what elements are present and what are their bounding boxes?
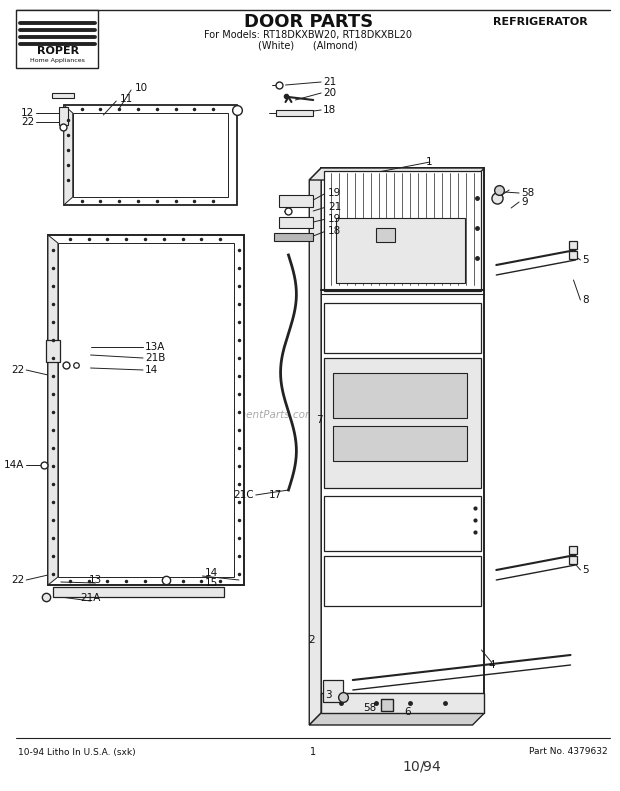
Text: 19: 19 bbox=[328, 188, 341, 198]
Text: 15: 15 bbox=[205, 578, 218, 588]
Text: 6: 6 bbox=[404, 707, 410, 717]
Text: 21B: 21B bbox=[145, 353, 166, 363]
Text: 7: 7 bbox=[316, 415, 323, 425]
Bar bbox=[16, 10, 99, 68]
Polygon shape bbox=[309, 168, 321, 725]
Polygon shape bbox=[52, 93, 74, 98]
Text: 8: 8 bbox=[582, 295, 589, 305]
Text: 10: 10 bbox=[135, 83, 148, 93]
Text: eReplacementParts.com: eReplacementParts.com bbox=[188, 410, 316, 420]
Text: 14: 14 bbox=[145, 365, 158, 375]
Bar bbox=[73, 113, 228, 197]
Text: 1: 1 bbox=[310, 747, 316, 757]
Text: 21: 21 bbox=[323, 77, 337, 87]
Text: 21A: 21A bbox=[81, 593, 100, 603]
Bar bbox=[321, 168, 484, 713]
Bar bbox=[53, 587, 224, 597]
Text: ROPER: ROPER bbox=[37, 46, 79, 56]
Bar bbox=[324, 171, 482, 291]
Polygon shape bbox=[278, 217, 313, 228]
Text: 18: 18 bbox=[328, 226, 341, 236]
Text: 22: 22 bbox=[21, 117, 34, 127]
Text: 20: 20 bbox=[323, 88, 336, 98]
Text: 3: 3 bbox=[325, 690, 331, 700]
Text: (White)      (Almond): (White) (Almond) bbox=[259, 40, 358, 50]
Text: 19: 19 bbox=[328, 214, 341, 224]
Text: 22: 22 bbox=[11, 575, 24, 585]
Bar bbox=[64, 105, 237, 205]
Text: DOOR PARTS: DOOR PARTS bbox=[244, 13, 373, 31]
Text: 2: 2 bbox=[309, 635, 315, 645]
Bar bbox=[324, 358, 482, 488]
Text: Part No. 4379632: Part No. 4379632 bbox=[529, 747, 608, 756]
Text: 11: 11 bbox=[120, 94, 133, 104]
Text: 58: 58 bbox=[363, 703, 376, 713]
Text: 21: 21 bbox=[328, 202, 341, 212]
Text: 5: 5 bbox=[582, 565, 589, 575]
Bar bbox=[324, 556, 482, 606]
Text: 17: 17 bbox=[268, 490, 282, 500]
Bar bbox=[321, 693, 484, 713]
Bar bbox=[336, 218, 464, 283]
Polygon shape bbox=[309, 168, 484, 180]
Text: $\mathit{10/94}$: $\mathit{10/94}$ bbox=[402, 759, 442, 774]
Polygon shape bbox=[276, 110, 313, 116]
Text: REFRIGERATOR: REFRIGERATOR bbox=[494, 17, 588, 27]
Bar bbox=[376, 228, 396, 242]
Bar bbox=[46, 340, 60, 362]
Text: 13A: 13A bbox=[145, 342, 166, 352]
Bar bbox=[333, 373, 467, 418]
Bar bbox=[59, 107, 68, 125]
Text: 21C: 21C bbox=[233, 490, 254, 500]
Text: 4: 4 bbox=[488, 660, 495, 670]
Text: 14A: 14A bbox=[4, 460, 24, 470]
Text: 12: 12 bbox=[21, 108, 34, 118]
Text: 58: 58 bbox=[521, 188, 534, 198]
Bar bbox=[324, 496, 482, 551]
Text: For Models: RT18DKXBW20, RT18DKXBL20: For Models: RT18DKXBW20, RT18DKXBL20 bbox=[204, 30, 412, 40]
Text: 18: 18 bbox=[323, 105, 337, 115]
Text: 13: 13 bbox=[89, 575, 102, 585]
Polygon shape bbox=[309, 713, 484, 725]
Text: 9: 9 bbox=[521, 197, 528, 207]
Bar bbox=[324, 303, 482, 353]
Bar bbox=[333, 426, 467, 461]
Bar bbox=[48, 235, 244, 585]
Polygon shape bbox=[48, 235, 58, 585]
Text: Home Appliances: Home Appliances bbox=[30, 58, 86, 62]
Text: 14: 14 bbox=[205, 568, 218, 578]
Polygon shape bbox=[278, 195, 313, 207]
Polygon shape bbox=[64, 105, 73, 205]
Bar bbox=[58, 243, 234, 577]
Text: 1: 1 bbox=[425, 157, 432, 167]
Text: 22: 22 bbox=[11, 365, 24, 375]
Polygon shape bbox=[273, 233, 313, 241]
Bar bbox=[323, 680, 343, 702]
Text: 10-94 Litho In U.S.A. (sxk): 10-94 Litho In U.S.A. (sxk) bbox=[19, 747, 136, 756]
Text: 5: 5 bbox=[582, 255, 589, 265]
